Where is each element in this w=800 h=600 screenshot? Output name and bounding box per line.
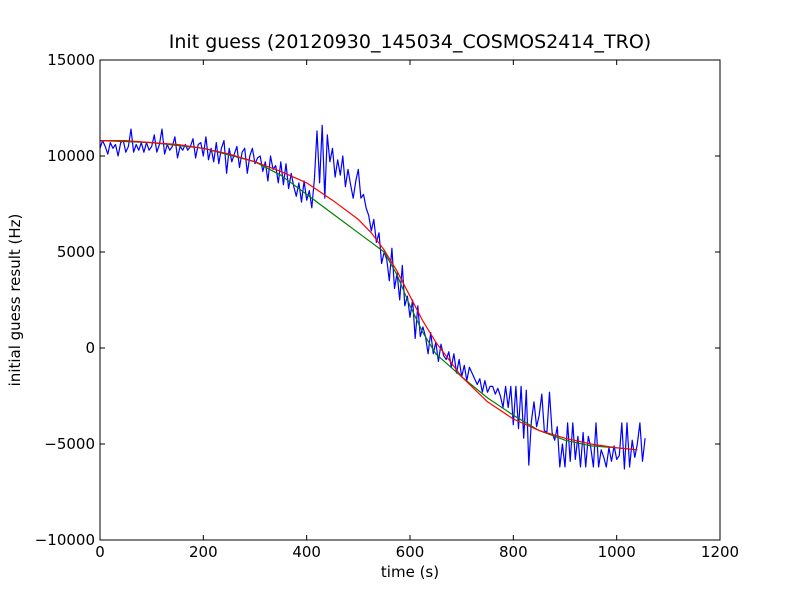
x-tick-label: 1200 xyxy=(701,543,739,561)
y-tick-label: 5000 xyxy=(57,243,95,261)
series-line-2 xyxy=(99,140,638,451)
x-tick-label: 1000 xyxy=(598,543,636,561)
x-tick-label: 200 xyxy=(189,543,218,561)
y-tick-label: −10000 xyxy=(35,531,95,549)
series-line-1 xyxy=(99,124,646,470)
y-tick-label: 0 xyxy=(85,339,95,357)
x-tick-label: 800 xyxy=(499,543,528,561)
series-line-3 xyxy=(100,140,638,451)
y-tick-label: −5000 xyxy=(44,435,95,453)
x-axis-label: time (s) xyxy=(381,563,439,581)
y-axis-label: initial guess result (Hz) xyxy=(6,214,24,387)
series-layer xyxy=(99,124,646,470)
x-tick-label: 600 xyxy=(396,543,425,561)
y-tick-label: 10000 xyxy=(47,147,95,165)
chart-title: Init guess (20120930_145034_COSMOS2414_T… xyxy=(169,31,651,53)
plot-frame xyxy=(99,59,721,541)
ticks-layer: 0 200 400 600 800 1000 1200 −10000 −5000 0 5000 100… xyxy=(35,51,739,561)
y-tick-label: 15000 xyxy=(47,51,95,69)
x-tick-label: 0 xyxy=(95,543,105,561)
x-tick-label: 400 xyxy=(292,543,321,561)
plot-area xyxy=(100,60,720,540)
